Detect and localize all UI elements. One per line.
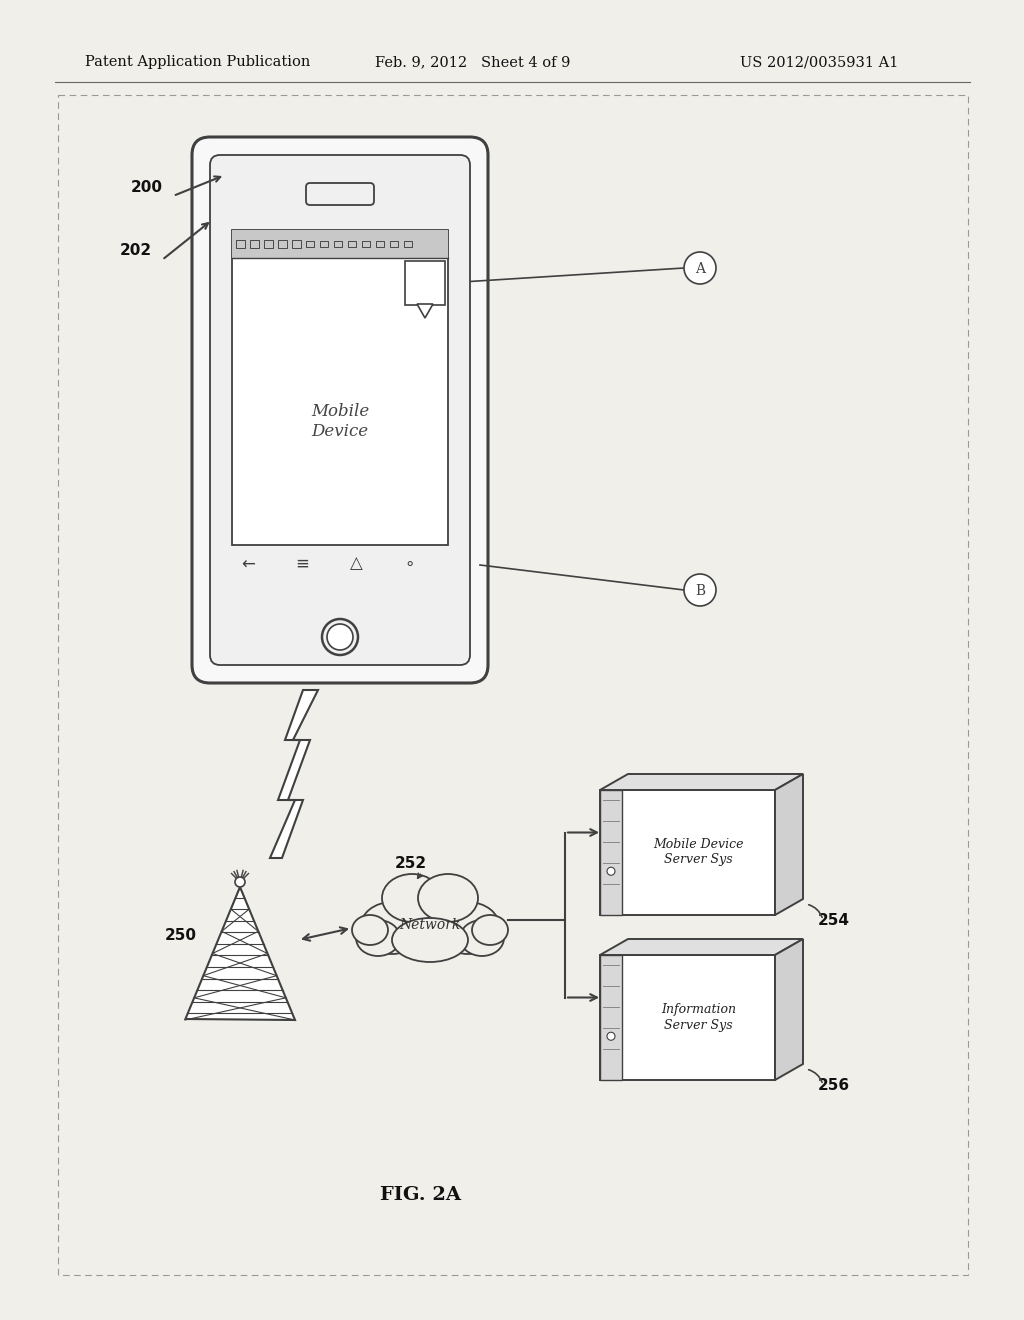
Ellipse shape bbox=[382, 874, 442, 921]
Ellipse shape bbox=[352, 915, 388, 945]
FancyBboxPatch shape bbox=[193, 137, 488, 682]
Text: 252: 252 bbox=[395, 855, 427, 871]
Polygon shape bbox=[775, 774, 803, 915]
Ellipse shape bbox=[360, 902, 424, 954]
Bar bbox=[236, 240, 245, 248]
Ellipse shape bbox=[472, 915, 508, 945]
Ellipse shape bbox=[418, 874, 478, 921]
Bar bbox=[250, 240, 259, 248]
Ellipse shape bbox=[392, 917, 468, 962]
Text: 254: 254 bbox=[818, 913, 850, 928]
Circle shape bbox=[684, 574, 716, 606]
Bar bbox=[348, 242, 356, 247]
Text: 202: 202 bbox=[120, 243, 152, 257]
Text: Feb. 9, 2012   Sheet 4 of 9: Feb. 9, 2012 Sheet 4 of 9 bbox=[375, 55, 570, 69]
Ellipse shape bbox=[382, 884, 478, 956]
Circle shape bbox=[607, 867, 615, 875]
Text: Mobile
Device: Mobile Device bbox=[311, 404, 369, 440]
Bar bbox=[334, 242, 342, 247]
FancyBboxPatch shape bbox=[406, 261, 445, 305]
Ellipse shape bbox=[355, 884, 505, 965]
Bar bbox=[600, 789, 775, 915]
Bar bbox=[306, 242, 314, 247]
FancyBboxPatch shape bbox=[210, 154, 470, 665]
Bar bbox=[292, 240, 301, 248]
Circle shape bbox=[684, 252, 716, 284]
Bar bbox=[278, 240, 287, 248]
Ellipse shape bbox=[436, 902, 500, 954]
Polygon shape bbox=[600, 774, 803, 789]
Ellipse shape bbox=[460, 920, 504, 956]
Text: B: B bbox=[695, 583, 706, 598]
Bar bbox=[264, 240, 273, 248]
Bar bbox=[232, 230, 449, 257]
Bar bbox=[390, 242, 398, 247]
Text: Patent Application Publication: Patent Application Publication bbox=[85, 55, 310, 69]
Bar bbox=[232, 230, 449, 545]
Text: 250: 250 bbox=[165, 928, 197, 942]
Bar bbox=[600, 954, 622, 1080]
Circle shape bbox=[322, 619, 358, 655]
Text: $\equiv$: $\equiv$ bbox=[292, 554, 309, 572]
FancyBboxPatch shape bbox=[306, 183, 374, 205]
Circle shape bbox=[234, 876, 245, 887]
Text: Information
Server Sys: Information Server Sys bbox=[662, 1003, 736, 1031]
Polygon shape bbox=[775, 939, 803, 1080]
Polygon shape bbox=[600, 939, 803, 954]
Polygon shape bbox=[185, 887, 295, 1020]
Text: Mobile Device
Server Sys: Mobile Device Server Sys bbox=[653, 838, 743, 866]
Text: US 2012/0035931 A1: US 2012/0035931 A1 bbox=[740, 55, 898, 69]
Text: A: A bbox=[695, 261, 705, 276]
Text: 200: 200 bbox=[131, 180, 163, 195]
Bar bbox=[376, 242, 384, 247]
Text: Network: Network bbox=[399, 917, 461, 932]
Bar bbox=[319, 242, 328, 247]
Bar bbox=[600, 789, 622, 915]
Bar bbox=[404, 242, 412, 247]
Text: $\leftarrow$: $\leftarrow$ bbox=[238, 554, 256, 572]
Bar bbox=[600, 954, 775, 1080]
Bar bbox=[362, 242, 370, 247]
Text: FIG. 2A: FIG. 2A bbox=[380, 1185, 461, 1204]
Text: 256: 256 bbox=[818, 1078, 850, 1093]
Circle shape bbox=[607, 1032, 615, 1040]
Text: $\triangle$: $\triangle$ bbox=[346, 554, 364, 572]
Text: $\circ$: $\circ$ bbox=[404, 554, 414, 572]
Polygon shape bbox=[270, 690, 318, 858]
Circle shape bbox=[327, 624, 353, 649]
Ellipse shape bbox=[356, 920, 400, 956]
Polygon shape bbox=[417, 304, 433, 318]
